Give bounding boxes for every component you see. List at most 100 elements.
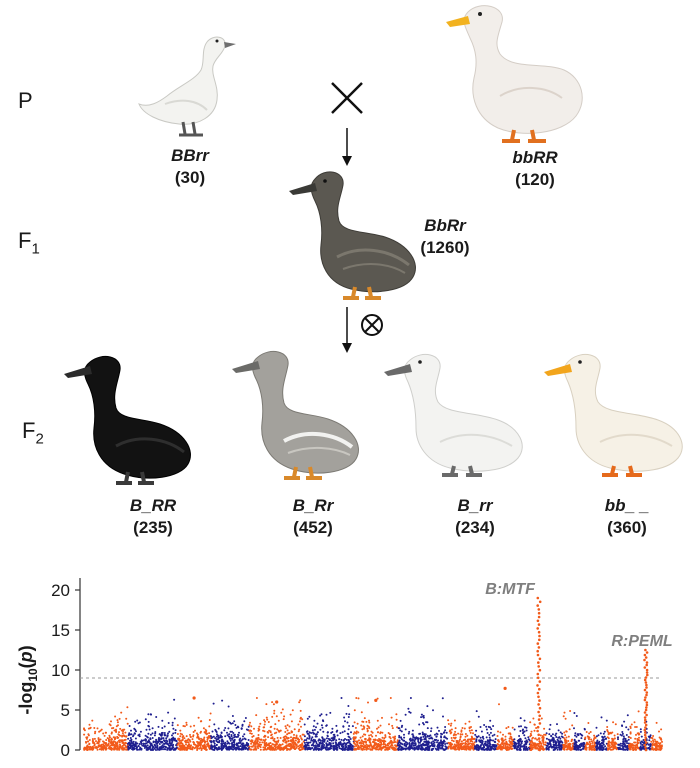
snp-point <box>150 744 153 746</box>
snp-point <box>485 728 488 731</box>
snp-point <box>539 734 542 737</box>
snp-point <box>390 746 393 749</box>
f2-duck-white-dark-bill <box>384 353 523 477</box>
snp-point <box>415 747 418 750</box>
snp-point <box>294 739 297 742</box>
snp-point <box>229 746 232 749</box>
snp-point <box>100 745 103 748</box>
genotype-label: B_rr <box>457 496 493 515</box>
snp-point <box>203 736 206 739</box>
snp-point <box>518 735 521 737</box>
snp-point <box>575 735 578 738</box>
peak-point <box>644 681 648 684</box>
snp-point <box>325 713 328 716</box>
snp-point <box>337 743 340 746</box>
snp-point <box>595 726 598 729</box>
snp-point <box>368 744 371 747</box>
snp-point <box>481 736 484 739</box>
snp-point <box>361 735 364 738</box>
snp-point <box>447 741 450 744</box>
snp-point <box>511 742 514 745</box>
snp-point <box>589 731 592 733</box>
snp-point <box>377 726 380 729</box>
snp-point <box>191 738 194 741</box>
snp-point <box>588 738 590 741</box>
snp-point <box>307 733 310 735</box>
snp-point <box>240 747 243 750</box>
snp-point <box>464 735 467 738</box>
snp-point <box>170 742 173 745</box>
snp-point <box>237 742 240 744</box>
snp-point <box>502 740 505 743</box>
snp-point <box>297 723 300 726</box>
snp-point <box>208 732 211 735</box>
snp-point <box>219 734 222 737</box>
snp-point <box>233 734 236 737</box>
snp-point <box>444 726 447 728</box>
snp-point <box>513 746 516 749</box>
snp-point <box>326 731 329 734</box>
snp-point <box>325 748 328 751</box>
snp-point <box>629 742 632 745</box>
peak-point <box>537 733 540 737</box>
snp-point <box>653 738 656 741</box>
snp-point <box>624 738 627 740</box>
snp-point <box>230 734 233 736</box>
snp-point <box>399 729 402 732</box>
snp-point <box>253 742 256 745</box>
snp-point <box>565 745 568 748</box>
snp-point <box>360 742 363 745</box>
snp-point <box>390 716 393 719</box>
snp-point <box>367 744 370 747</box>
snp-point <box>325 724 328 727</box>
snp-point <box>392 736 395 739</box>
snp-point <box>422 723 425 726</box>
snp-point <box>408 730 411 733</box>
snp-point <box>237 734 240 737</box>
snp-point <box>626 714 629 717</box>
snp-point <box>458 740 461 742</box>
snp-point <box>525 729 528 732</box>
snp-point <box>98 745 101 748</box>
snp-point <box>602 732 605 735</box>
snp-point <box>344 746 347 749</box>
snp-point <box>118 731 120 734</box>
parent-duck-white-large <box>446 5 583 143</box>
snp-point <box>87 740 89 743</box>
snp-point <box>376 719 379 722</box>
snp-point <box>303 739 306 742</box>
snp-point <box>524 748 527 751</box>
snp-point <box>110 744 113 747</box>
snp-point <box>601 745 604 747</box>
snp-point <box>524 726 526 729</box>
snp-point <box>221 747 224 750</box>
snp-point <box>310 744 313 747</box>
snp-point <box>276 728 279 731</box>
snp-point <box>428 749 431 751</box>
snp-point <box>409 711 412 714</box>
snp-point <box>348 713 351 716</box>
peak-point <box>645 691 649 694</box>
snp-point <box>351 748 354 751</box>
snp-point <box>303 741 306 744</box>
snp-point <box>234 724 237 726</box>
snp-point <box>217 747 220 750</box>
snp-point <box>634 726 637 728</box>
snp-point <box>442 715 444 718</box>
snp-point <box>145 728 148 731</box>
snp-point <box>586 743 589 746</box>
snp-point <box>356 746 359 749</box>
snp-point <box>371 735 374 738</box>
snp-point <box>263 730 266 733</box>
snp-point <box>517 742 520 745</box>
snp-point <box>394 744 397 747</box>
snp-point <box>347 741 350 744</box>
snp-point <box>207 736 210 739</box>
genotype-label: BbRr <box>424 216 466 235</box>
snp-point <box>543 743 545 746</box>
snp-point <box>497 747 500 750</box>
snp-point <box>492 747 495 750</box>
snp-point <box>217 727 220 730</box>
snp-point <box>602 738 605 741</box>
snp-point <box>554 743 557 746</box>
